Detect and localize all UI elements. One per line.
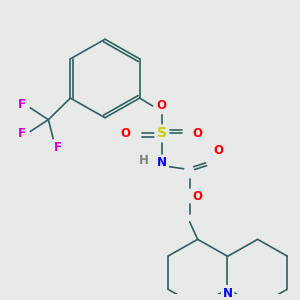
Text: H: H	[139, 154, 148, 167]
Text: F: F	[18, 127, 26, 140]
Text: O: O	[121, 127, 130, 140]
Text: O: O	[193, 127, 202, 140]
Text: F: F	[54, 141, 62, 154]
Text: O: O	[157, 99, 166, 112]
Text: S: S	[157, 126, 166, 140]
Text: F: F	[18, 98, 26, 112]
Text: N: N	[157, 156, 166, 169]
Text: O: O	[214, 144, 224, 157]
Text: N: N	[223, 287, 232, 300]
Text: O: O	[193, 190, 202, 203]
